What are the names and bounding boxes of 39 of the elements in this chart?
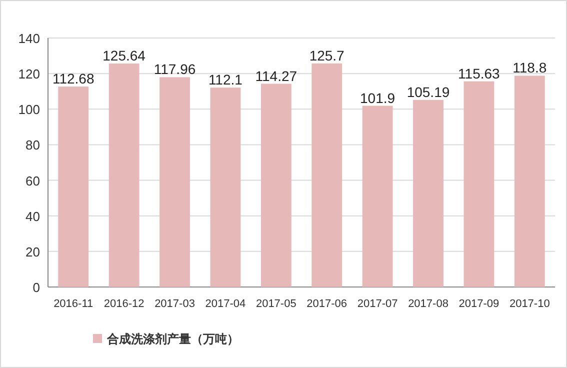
x-tick-label: 2016-11 [54,298,94,310]
y-tick-label: 0 [32,280,40,295]
data-label: 101.9 [360,90,396,106]
bar [312,63,342,287]
bar [362,106,393,287]
y-tick-label: 120 [18,66,40,82]
x-tick-label: 2016-12 [104,298,144,310]
bar [160,77,190,287]
data-label: 112.68 [52,70,94,87]
x-tick-label: 2017-06 [306,298,348,310]
data-label: 117.96 [154,61,196,78]
bar [464,81,494,287]
data-label: 105.19 [406,84,450,100]
data-label: 112.1 [208,72,243,88]
y-tick-label: 100 [18,102,40,118]
x-tick-label: 2017-09 [458,298,500,310]
data-label: 125.64 [102,48,146,64]
x-tick-label: 2017-07 [357,298,398,310]
bar [260,84,292,287]
data-label: 115.63 [458,65,500,82]
y-tick-label: 140 [18,31,40,46]
data-label: 118.8 [512,60,547,76]
x-tick-label: 2017-05 [256,298,296,310]
y-tick-label: 80 [26,138,40,153]
bar [108,64,140,287]
y-tick-label: 60 [26,173,40,188]
bar [413,100,444,287]
x-tick-label: 2017-10 [509,298,550,310]
x-tick-label: 2017-03 [154,298,195,310]
bar [210,88,241,287]
x-tick-label: 2017-04 [205,298,246,310]
legend-label: 合成洗涤剂产量（万吨） [106,332,239,346]
y-tick-label: 40 [26,208,40,224]
bar [514,76,545,287]
bar [58,86,89,287]
x-tick-label: 2017-08 [408,298,448,310]
data-label: 114.27 [255,68,298,84]
data-label: 125.7 [309,47,345,64]
y-tick-label: 20 [26,244,40,260]
